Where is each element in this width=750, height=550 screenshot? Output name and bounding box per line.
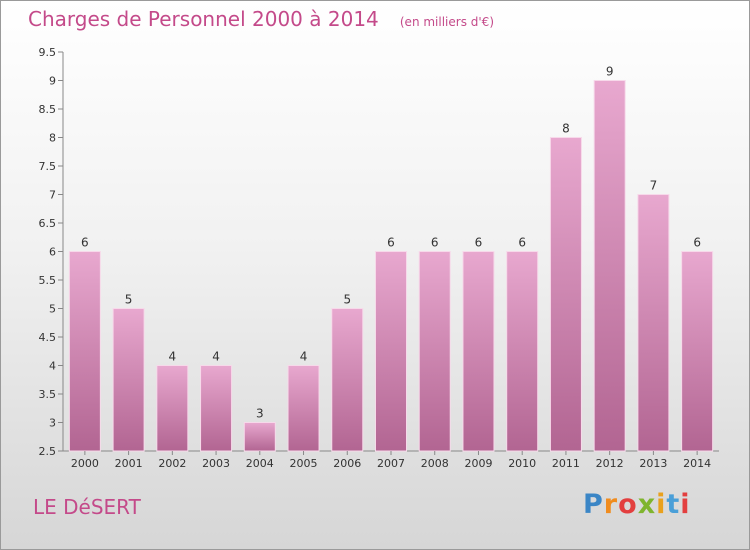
x-tick-label: 2003 <box>202 457 230 470</box>
x-tick-label: 2006 <box>333 457 361 470</box>
bar <box>681 251 714 452</box>
y-tick-label: 7.5 <box>39 160 57 173</box>
bar <box>375 251 407 452</box>
data-label: 9 <box>606 65 614 79</box>
bar <box>637 194 670 452</box>
bar <box>243 422 276 452</box>
bar <box>549 137 582 452</box>
y-tick-label: 5 <box>49 303 56 316</box>
data-label: 7 <box>650 179 658 193</box>
bar <box>156 365 189 452</box>
data-label: 6 <box>387 236 395 250</box>
data-label: 4 <box>169 350 177 364</box>
x-tick-label: 2008 <box>421 457 449 470</box>
logo-letter: t <box>666 489 681 520</box>
bar <box>462 251 495 452</box>
y-tick-label: 9 <box>49 75 56 88</box>
chart-title: Charges de Personnel 2000 à 2014 <box>28 7 379 31</box>
data-label: 6 <box>431 236 439 250</box>
bar <box>112 308 145 452</box>
data-label: 5 <box>125 293 133 307</box>
y-tick-label: 2.5 <box>39 445 57 458</box>
bar <box>68 251 101 452</box>
bar <box>593 80 626 452</box>
y-tick-label: 3 <box>49 417 56 430</box>
y-tick-label: 7 <box>49 189 56 202</box>
bar <box>287 365 320 452</box>
x-tick-label: 2002 <box>158 457 186 470</box>
bar <box>331 308 364 452</box>
y-tick-label: 9.5 <box>39 46 57 59</box>
data-label: 4 <box>300 350 308 364</box>
logo-letter: x <box>637 489 657 520</box>
y-tick-label: 4.5 <box>39 331 57 344</box>
proxiti-logo: Proxiti <box>583 489 691 520</box>
chart-unit: (en milliers d'€) <box>399 15 494 29</box>
x-tick-label: 2011 <box>552 457 580 470</box>
x-tick-label: 2005 <box>290 457 318 470</box>
y-tick-label: 4 <box>49 360 56 373</box>
title-block: Charges de Personnel 2000 à 2014 (en mil… <box>28 7 494 31</box>
x-tick-label: 2013 <box>639 457 667 470</box>
logo-letter: i <box>680 489 691 520</box>
x-tick-label: 2001 <box>115 457 143 470</box>
y-tick-label: 8.5 <box>39 103 57 116</box>
bar <box>200 365 233 452</box>
logo-letter: i <box>656 489 667 520</box>
bar <box>418 251 451 452</box>
data-label: 5 <box>343 293 351 307</box>
x-tick-label: 2014 <box>683 457 711 470</box>
data-label: 3 <box>256 407 264 421</box>
data-label: 6 <box>81 236 89 250</box>
data-label: 6 <box>693 236 701 250</box>
y-tick-label: 5.5 <box>39 274 57 287</box>
x-tick-label: 2012 <box>596 457 624 470</box>
data-label: 8 <box>562 122 570 136</box>
y-tick-label: 6 <box>49 246 56 259</box>
x-tick-label: 2004 <box>246 457 274 470</box>
x-tick-label: 2010 <box>508 457 536 470</box>
x-tick-label: 2007 <box>377 457 405 470</box>
data-label: 6 <box>475 236 483 250</box>
data-label: 6 <box>518 236 526 250</box>
x-tick-label: 2009 <box>464 457 492 470</box>
data-label: 4 <box>212 350 220 364</box>
place-name: LE DéSERT <box>33 495 141 519</box>
logo-letter: o <box>618 489 638 520</box>
logo-letter: P <box>583 489 604 520</box>
x-tick-label: 2000 <box>71 457 99 470</box>
bar <box>506 251 539 452</box>
logo-letter: r <box>603 489 619 520</box>
y-tick-label: 8 <box>49 132 56 145</box>
y-tick-label: 6.5 <box>39 217 57 230</box>
y-tick-label: 3.5 <box>39 388 57 401</box>
